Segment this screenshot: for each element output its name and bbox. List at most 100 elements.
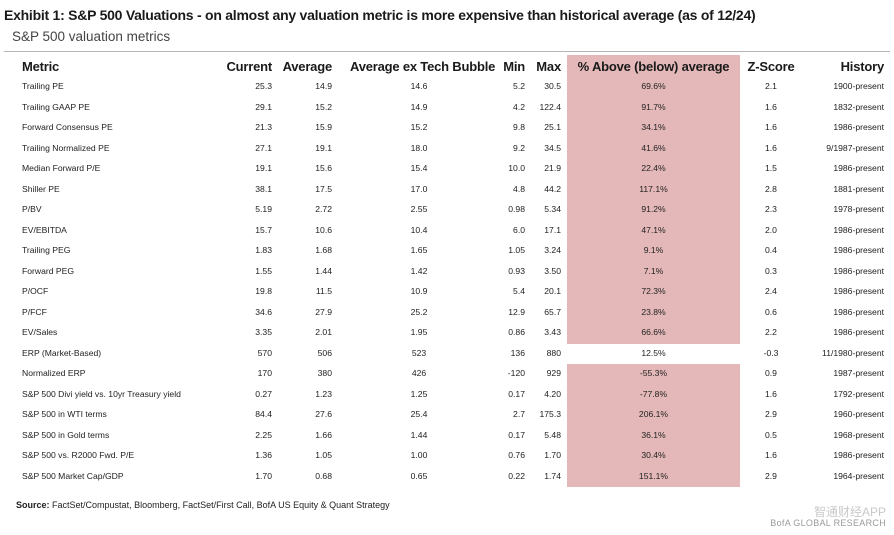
cell-average: 380 bbox=[317, 368, 332, 378]
cell-max: 44.2 bbox=[544, 183, 561, 194]
cell-history: 1986-present bbox=[833, 286, 884, 296]
cell-current: 25.3 bbox=[255, 81, 272, 91]
pct-highlight-band bbox=[567, 55, 740, 344]
cell-min: 4.8 bbox=[513, 183, 525, 194]
cell-avg-ex-bubble: 18.0 bbox=[410, 142, 428, 153]
cell-z: 0.4 bbox=[765, 245, 777, 255]
cell-z: 1.6 bbox=[765, 142, 777, 153]
cell-history: 1960-present bbox=[833, 409, 884, 419]
cell-pct: 117.1% bbox=[639, 183, 668, 194]
cell-pct: 22.4% bbox=[641, 163, 666, 173]
cell-max: 5.48 bbox=[544, 429, 561, 440]
cell-avg-ex-bubble: 1.25 bbox=[410, 388, 428, 399]
cell-min: 1.05 bbox=[508, 245, 525, 255]
cell-avg-ex-bubble: 10.9 bbox=[410, 286, 428, 296]
cell-z: 1.6 bbox=[765, 122, 777, 132]
cell-current: 19.8 bbox=[255, 286, 272, 296]
cell-metric: Trailing Normalized PE bbox=[22, 142, 110, 153]
cell-avg-ex-bubble: 25.2 bbox=[410, 306, 428, 317]
cell-average: 1.68 bbox=[315, 245, 332, 255]
cell-avg-ex-bubble: 15.4 bbox=[410, 163, 428, 173]
cell-min: 0.86 bbox=[508, 327, 525, 337]
cell-pct: 151.1% bbox=[638, 470, 669, 481]
cell-average: 506 bbox=[317, 347, 332, 358]
cell-history: 1986-present bbox=[833, 122, 884, 132]
cell-min: -120 bbox=[507, 368, 525, 378]
cell-pct: 30.4% bbox=[641, 450, 666, 460]
source-text: FactSet/Compustat, Bloomberg, FactSet/Fi… bbox=[52, 500, 390, 510]
cell-history: 1986-present bbox=[833, 224, 884, 235]
cell-current: 1.83 bbox=[255, 245, 272, 255]
cell-history: 1986-present bbox=[833, 163, 884, 173]
cell-pct: 91.2% bbox=[641, 204, 666, 214]
column-header-metric: Metric bbox=[22, 59, 60, 74]
cell-history: 1986-present bbox=[833, 265, 884, 276]
cell-z: 1.6 bbox=[765, 450, 777, 460]
cell-avg-ex-bubble: 25.4 bbox=[410, 409, 428, 419]
cell-max: 3.24 bbox=[544, 245, 561, 255]
cell-min: 12.9 bbox=[508, 306, 525, 317]
column-header-min: Min bbox=[503, 59, 525, 74]
cell-avg-ex-bubble: 1.44 bbox=[410, 429, 428, 440]
cell-average: 17.5 bbox=[315, 183, 332, 194]
cell-z: 1.6 bbox=[765, 101, 777, 112]
column-header-pct: % Above (below) average bbox=[577, 59, 730, 74]
cell-avg-ex-bubble: 10.4 bbox=[410, 224, 428, 235]
cell-pct: 36.1% bbox=[641, 429, 666, 440]
cell-pct: 66.6% bbox=[641, 327, 666, 337]
cell-average: 2.72 bbox=[315, 204, 332, 214]
cell-current: 1.70 bbox=[255, 470, 272, 481]
cell-pct: 34.1% bbox=[641, 122, 666, 132]
cell-pct: 41.6% bbox=[641, 142, 666, 153]
cell-metric: EV/EBITDA bbox=[22, 224, 67, 235]
cell-metric: EV/Sales bbox=[22, 327, 58, 337]
cell-history: 1968-present bbox=[833, 429, 884, 440]
column-header-z: Z-Score bbox=[747, 59, 795, 74]
cell-average: 15.2 bbox=[315, 101, 332, 112]
cell-metric: Trailing GAAP PE bbox=[22, 101, 90, 112]
cell-max: 65.7 bbox=[544, 306, 561, 317]
cell-metric: S&P 500 in Gold terms bbox=[22, 429, 110, 440]
cell-current: 21.3 bbox=[255, 122, 272, 132]
cell-average: 1.23 bbox=[315, 388, 332, 399]
cell-history: 1881-present bbox=[833, 183, 884, 194]
cell-pct: -77.8% bbox=[639, 388, 668, 399]
cell-metric: P/FCF bbox=[22, 306, 47, 317]
cell-z: 0.6 bbox=[765, 306, 777, 317]
cell-history: 1987-present bbox=[833, 368, 884, 378]
cell-z: 2.4 bbox=[765, 286, 777, 296]
cell-min: 0.93 bbox=[508, 265, 525, 276]
title-divider bbox=[4, 51, 890, 52]
cell-average: 19.1 bbox=[315, 142, 332, 153]
cell-avg-ex-bubble: 15.2 bbox=[410, 122, 428, 132]
column-header-current: Current bbox=[226, 59, 272, 74]
cell-max: 880 bbox=[546, 347, 561, 358]
cell-min: 2.7 bbox=[513, 409, 525, 419]
cell-max: 929 bbox=[546, 368, 561, 378]
cell-avg-ex-bubble: 1.42 bbox=[410, 265, 428, 276]
cell-history: 1986-present bbox=[833, 245, 884, 255]
cell-min: 0.17 bbox=[508, 388, 525, 399]
cell-pct: 9.1% bbox=[643, 245, 664, 255]
cell-z: 0.5 bbox=[765, 429, 777, 440]
cell-metric: Forward Consensus PE bbox=[22, 122, 113, 132]
cell-metric: P/OCF bbox=[22, 286, 49, 296]
cell-min: 0.76 bbox=[508, 450, 525, 460]
cell-average: 27.9 bbox=[315, 306, 332, 317]
cell-max: 1.70 bbox=[544, 450, 561, 460]
cell-max: 3.50 bbox=[544, 265, 561, 276]
cell-min: 4.2 bbox=[513, 101, 525, 112]
cell-z: 2.9 bbox=[765, 470, 777, 481]
cell-min: 136 bbox=[510, 347, 525, 358]
column-header-history: History bbox=[840, 59, 885, 74]
cell-average: 0.68 bbox=[315, 470, 332, 481]
cell-average: 1.44 bbox=[315, 265, 332, 276]
cell-avg-ex-bubble: 1.65 bbox=[410, 245, 428, 255]
cell-z: 2.8 bbox=[765, 183, 777, 194]
cell-z: 0.3 bbox=[765, 265, 777, 276]
cell-current: 170 bbox=[257, 368, 272, 378]
cell-min: 10.0 bbox=[508, 163, 525, 173]
cell-current: 15.7 bbox=[255, 224, 272, 235]
cell-metric: Shiller PE bbox=[22, 183, 60, 194]
source-label: Source: bbox=[16, 500, 50, 510]
